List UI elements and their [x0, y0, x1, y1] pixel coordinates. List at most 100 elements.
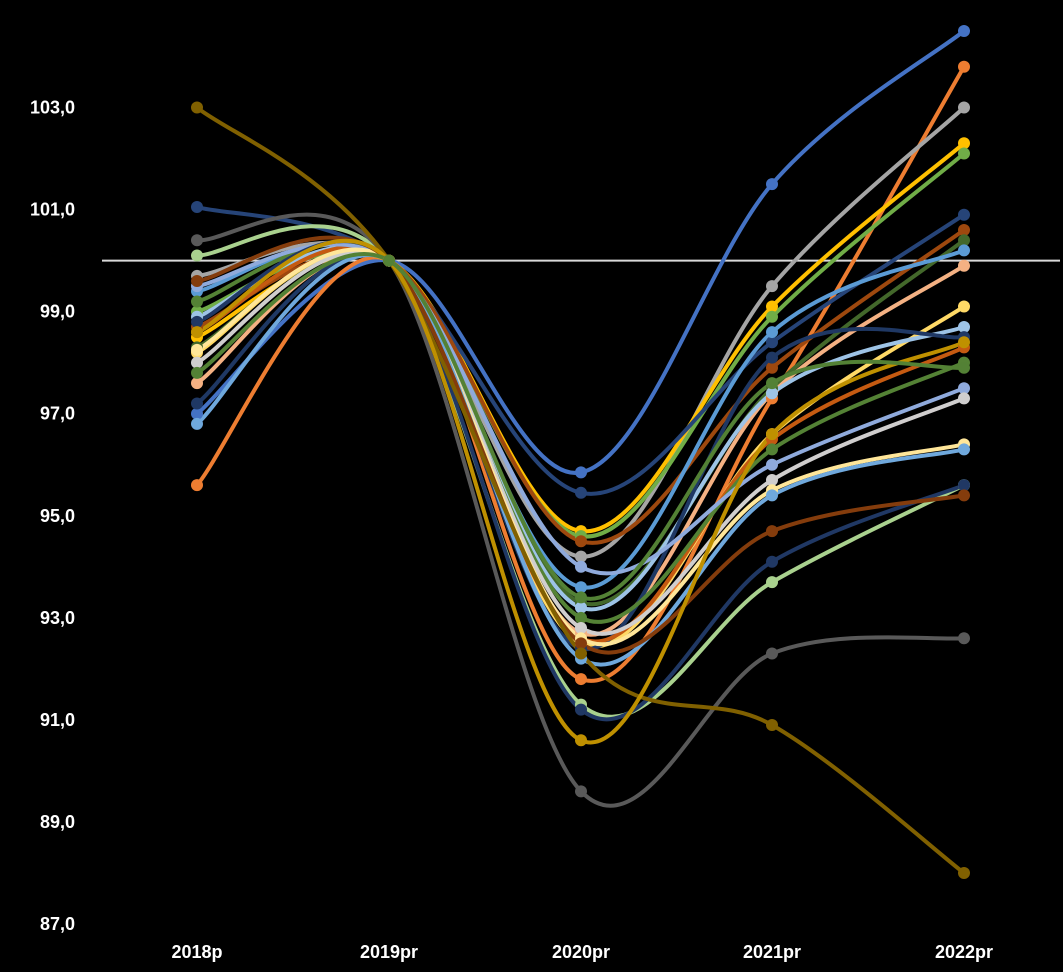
- x-tick-label: 2019pr: [360, 942, 418, 962]
- data-point: [191, 417, 203, 430]
- y-tick-label: 99,0: [40, 302, 75, 322]
- series-points: [191, 25, 970, 879]
- data-point: [766, 178, 778, 191]
- data-point: [766, 361, 778, 374]
- series-line: [195, 239, 966, 745]
- data-point: [958, 361, 970, 374]
- data-point: [191, 249, 203, 262]
- data-point: [191, 234, 203, 247]
- y-tick-label: 91,0: [40, 710, 75, 730]
- series-line: [195, 253, 966, 667]
- data-point: [766, 280, 778, 293]
- data-point: [766, 326, 778, 339]
- data-point: [575, 647, 587, 660]
- data-point: [575, 466, 587, 479]
- series-line: [195, 105, 966, 875]
- data-point: [958, 147, 970, 160]
- x-tick-label: 2021pr: [743, 942, 801, 962]
- y-tick-label: 97,0: [40, 404, 75, 424]
- y-axis: 87,0 89,0 91,0 93,0 95,0 97,0 99,0 101,0 103,0: [30, 98, 75, 934]
- data-point: [575, 611, 587, 624]
- data-point: [575, 601, 587, 614]
- x-tick-label: 2020pr: [552, 942, 610, 962]
- data-point: [191, 407, 203, 420]
- data-point: [766, 387, 778, 400]
- data-point: [958, 866, 970, 879]
- data-point: [766, 489, 778, 502]
- data-point: [958, 244, 970, 257]
- data-point: [191, 295, 203, 308]
- data-point: [958, 101, 970, 114]
- data-point: [958, 60, 970, 73]
- series-line: [195, 249, 966, 636]
- data-point: [958, 479, 970, 492]
- data-point: [958, 489, 970, 502]
- data-point: [575, 591, 587, 604]
- y-tick-label: 93,0: [40, 608, 75, 628]
- series-line: [195, 251, 966, 601]
- data-point: [191, 397, 203, 410]
- data-point: [766, 458, 778, 471]
- data-point: [766, 443, 778, 456]
- data-point: [191, 343, 203, 356]
- data-point: [766, 555, 778, 568]
- data-point: [575, 734, 587, 747]
- data-point: [766, 718, 778, 731]
- data-point: [958, 382, 970, 395]
- data-point: [575, 673, 587, 686]
- data-point: [575, 486, 587, 499]
- data-point: [191, 315, 203, 328]
- data-point: [766, 647, 778, 660]
- data-point: [766, 428, 778, 441]
- data-point: [191, 366, 203, 379]
- data-point: [766, 377, 778, 390]
- data-point: [958, 392, 970, 405]
- data-point: [958, 234, 970, 247]
- data-point: [191, 356, 203, 369]
- y-tick-label: 101,0: [30, 200, 75, 220]
- series-line: [195, 151, 966, 539]
- data-point: [766, 576, 778, 589]
- data-point: [766, 336, 778, 349]
- data-point: [766, 351, 778, 364]
- x-tick-label: 2022pr: [935, 942, 993, 962]
- y-tick-label: 103,0: [30, 98, 75, 118]
- data-point: [766, 525, 778, 538]
- y-tick-label: 95,0: [40, 506, 75, 526]
- data-point: [958, 224, 970, 237]
- series-line: [195, 235, 966, 655]
- data-point: [766, 310, 778, 323]
- data-point: [958, 208, 970, 221]
- data-point: [958, 259, 970, 272]
- data-point: [191, 377, 203, 390]
- data-point: [191, 201, 203, 214]
- data-point: [766, 474, 778, 487]
- data-point: [575, 535, 587, 548]
- series-line: [195, 247, 966, 647]
- y-tick-label: 89,0: [40, 812, 75, 832]
- data-point: [191, 326, 203, 339]
- data-point: [191, 101, 203, 114]
- x-axis: 2018p 2019pr 2020pr 2021pr 2022pr: [171, 942, 993, 962]
- data-point: [575, 703, 587, 716]
- x-tick-label: 2018p: [171, 942, 222, 962]
- series-line: [195, 212, 966, 808]
- data-point: [958, 300, 970, 313]
- data-point: [958, 137, 970, 150]
- data-point: [575, 581, 587, 594]
- y-tick-label: 87,0: [40, 914, 75, 934]
- data-point: [575, 560, 587, 573]
- series-line: [195, 242, 966, 576]
- data-point: [958, 320, 970, 333]
- data-point: [191, 479, 203, 492]
- data-point: [383, 254, 395, 267]
- series-line: [195, 224, 966, 719]
- data-point: [958, 443, 970, 456]
- data-point: [575, 622, 587, 635]
- data-point: [958, 336, 970, 349]
- data-point: [575, 785, 587, 798]
- data-point: [575, 550, 587, 563]
- data-point: [575, 637, 587, 650]
- data-point: [958, 25, 970, 37]
